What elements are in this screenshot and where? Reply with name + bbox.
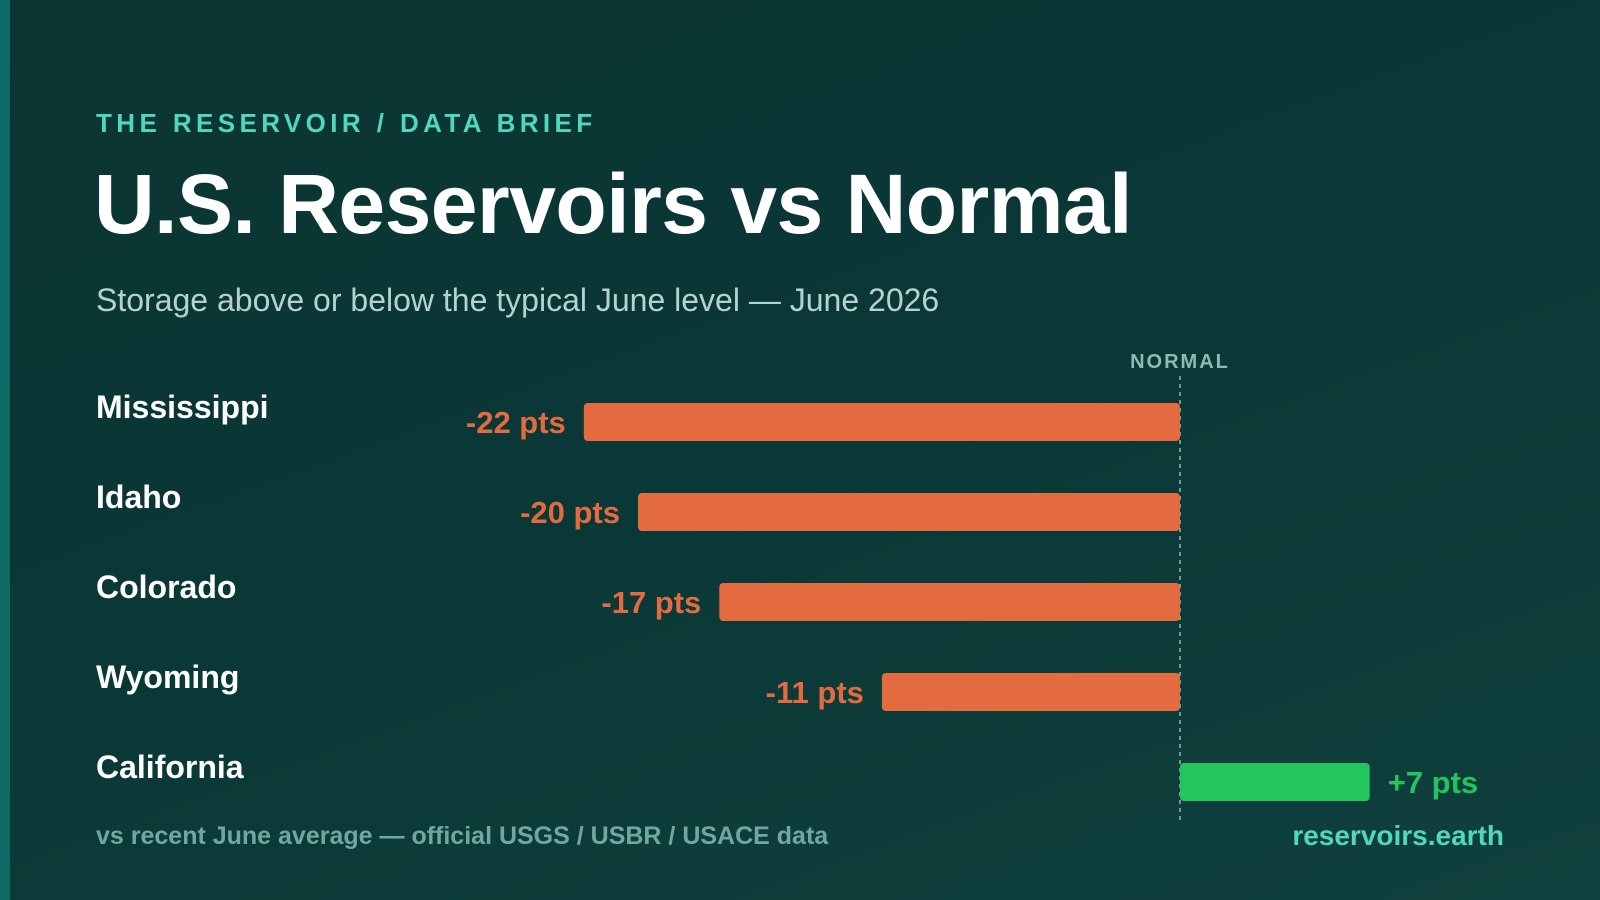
category-label-colorado: Colorado: [96, 569, 236, 605]
value-label-california: +7 pts: [1388, 765, 1478, 800]
source-note: vs recent June average — official USGS /…: [96, 822, 829, 850]
bar-wyoming: [881, 673, 1180, 711]
bar-california: [1180, 763, 1370, 801]
bar-idaho: [638, 493, 1180, 531]
page-subtitle: Storage above or below the typical June …: [96, 282, 940, 318]
value-label-mississippi: -22 pts: [466, 405, 566, 440]
page-title: U.S. Reservoirs vs Normal: [94, 157, 1133, 251]
category-label-california: California: [96, 749, 244, 785]
category-label-idaho: Idaho: [96, 479, 181, 515]
bar-mississippi: [583, 403, 1180, 441]
value-label-idaho: -20 pts: [520, 495, 620, 530]
normal-baseline-label: NORMAL: [1130, 351, 1230, 373]
category-label-mississippi: Mississippi: [96, 389, 269, 425]
brand-link[interactable]: reservoirs.earth: [1292, 820, 1504, 851]
value-label-wyoming: -11 pts: [766, 675, 864, 710]
eyebrow-label: THE RESERVOIR / DATA BRIEF: [96, 108, 597, 138]
value-label-colorado: -17 pts: [601, 585, 701, 620]
category-label-wyoming: Wyoming: [96, 659, 239, 695]
bar-colorado: [719, 583, 1180, 621]
accent-stripe: [0, 0, 10, 900]
